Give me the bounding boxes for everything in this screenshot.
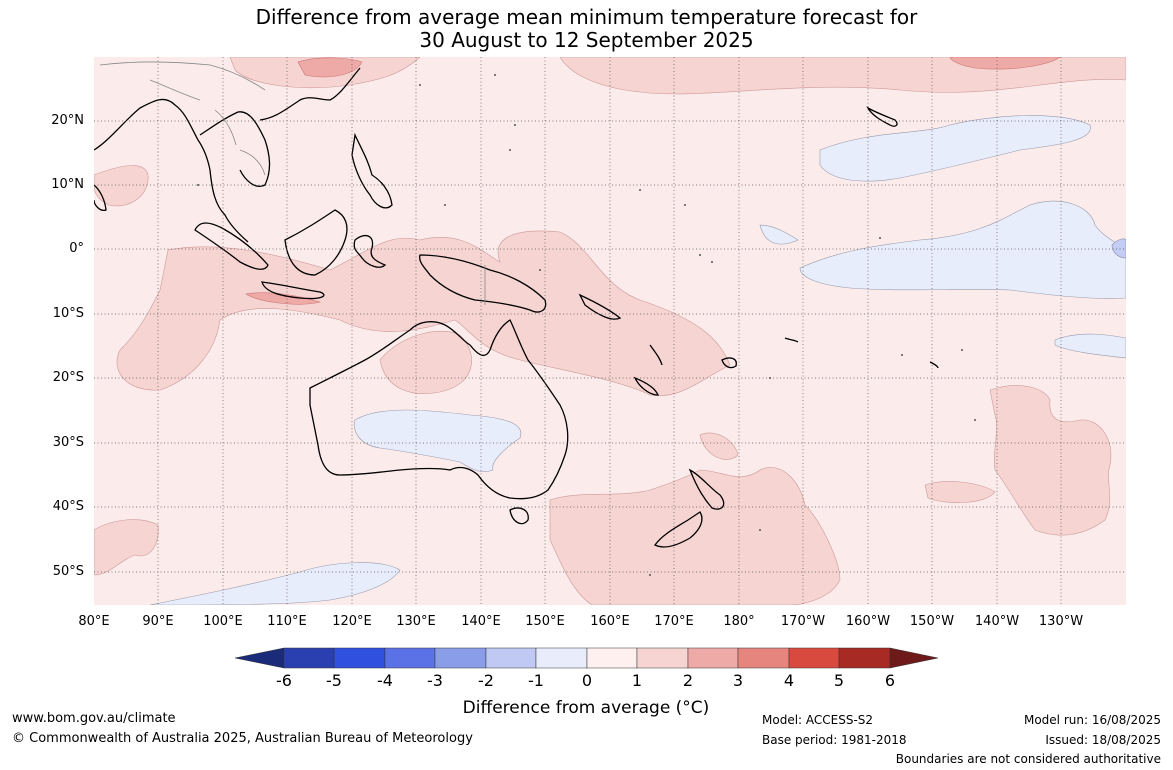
colorbar-tick: -6: [276, 671, 292, 690]
lon-label-180: 180°: [723, 614, 755, 629]
lon-label-130e: 130°E: [396, 614, 436, 629]
colorbar-tick: 1: [631, 671, 643, 690]
lat-label-50s: 50°S: [52, 564, 84, 579]
lon-label-120e: 120°E: [332, 614, 372, 629]
lat-label-10n: 10°N: [51, 177, 84, 192]
map-title-line2: 30 August to 12 September 2025: [419, 28, 754, 52]
model-run-date: Model run: 16/08/2025: [1023, 713, 1161, 727]
lat-label-20s: 20°S: [52, 370, 84, 385]
colorbar-tick: -5: [326, 671, 342, 690]
lon-label-160w: 160°W: [845, 614, 891, 629]
lon-label-170w: 170°W: [780, 614, 826, 629]
colorbar-high-extension: [889, 647, 939, 669]
small-islands: [197, 74, 976, 576]
lat-label-30s: 30°S: [52, 435, 84, 450]
lon-label-110e: 110°E: [267, 614, 307, 629]
lon-label-150w: 150°W: [909, 614, 955, 629]
base-period: Base period: 1981-2018: [762, 733, 907, 747]
issued-date: Issued: 18/08/2025: [1045, 733, 1161, 747]
website-link[interactable]: www.bom.gov.au/climate: [12, 711, 176, 726]
colorbar: [234, 647, 939, 669]
anomaly-negative-0-1: [149, 115, 1126, 605]
anomaly-positive-2-3: [245, 57, 1061, 305]
colorbar-low-extension: [234, 647, 285, 669]
lon-label-80e: 80°E: [78, 614, 110, 629]
colorbar-tick: 2: [682, 671, 694, 690]
lat-label-10s: 10°S: [52, 306, 84, 321]
lat-label-equator: 0°: [69, 241, 84, 256]
lon-label-90e: 90°E: [142, 614, 174, 629]
lon-label-170e: 170°E: [654, 614, 694, 629]
colorbar-tick: 6: [884, 671, 896, 690]
model-name: Model: ACCESS-S2: [762, 713, 874, 727]
country-borders: [99, 61, 486, 305]
lat-label-20n: 20°N: [51, 113, 84, 128]
lon-label-140w: 140°W: [974, 614, 1020, 629]
lon-label-100e: 100°E: [203, 614, 243, 629]
gridlines: [94, 57, 1126, 605]
colorbar-tick: -4: [377, 671, 393, 690]
lon-label-160e: 160°E: [590, 614, 630, 629]
colorbar-tick: 3: [732, 671, 744, 690]
colorbar-label: Difference from average (°C): [462, 698, 710, 718]
boundaries-disclaimer: Boundaries are not considered authoritat…: [895, 752, 1161, 766]
lat-label-40s: 40°S: [52, 499, 84, 514]
colorbar-tick: 0: [581, 671, 593, 690]
forecast-map: [94, 57, 1126, 669]
lon-label-130w: 130°W: [1038, 614, 1084, 629]
map-title-line1: Difference from average mean minimum tem…: [255, 5, 918, 29]
lon-label-150e: 150°E: [525, 614, 565, 629]
colorbar-tick: -3: [427, 671, 443, 690]
coastlines: [94, 67, 939, 548]
colorbar-tick: 4: [783, 671, 795, 690]
colorbar-tick: -2: [478, 671, 494, 690]
lon-label-140e: 140°E: [461, 614, 501, 629]
anomaly-negative-1-2: [1111, 238, 1126, 259]
colorbar-tick: 5: [833, 671, 845, 690]
copyright-text: © Commonwealth of Australia 2025, Austra…: [12, 731, 473, 746]
colorbar-tick: -1: [528, 671, 544, 690]
